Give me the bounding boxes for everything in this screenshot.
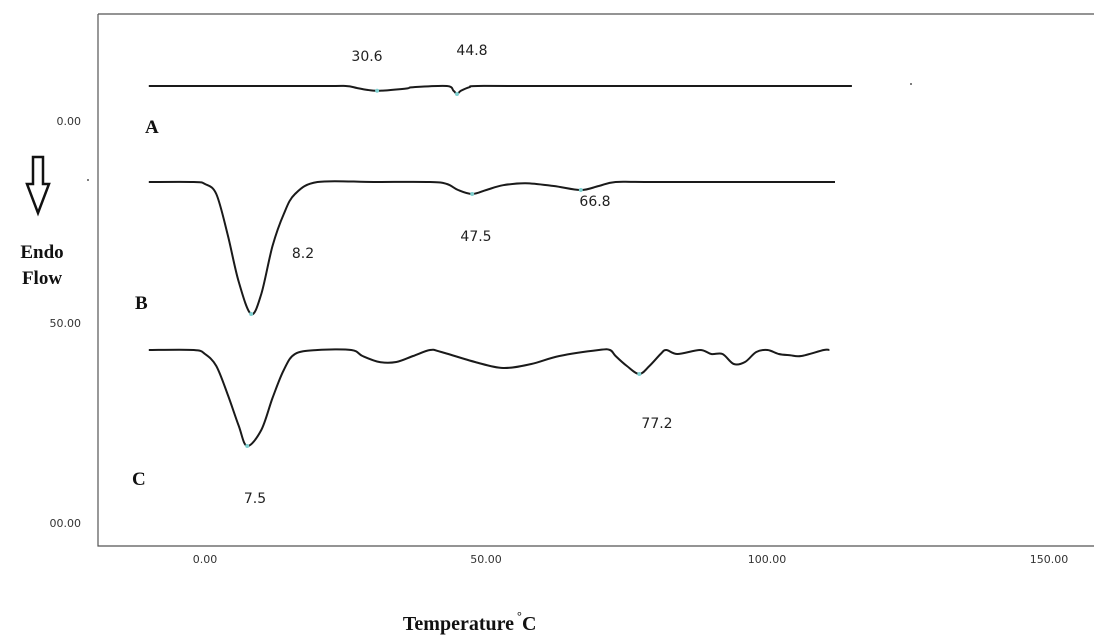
x-axis-label: Temperature — [403, 613, 514, 635]
x-tick-label: 0.00 — [193, 553, 218, 566]
peak-label: 66.8 — [579, 194, 610, 210]
curve-label-A: A — [145, 117, 159, 138]
series-A: A 30.6 44.8 — [145, 43, 852, 138]
peak-marker — [637, 372, 642, 376]
stray-dot — [910, 83, 912, 85]
stray-dot — [87, 179, 89, 181]
x-tick-label: 150.00 — [1030, 553, 1069, 566]
x-tick-label: 100.00 — [748, 553, 787, 566]
peak-label: 7.5 — [244, 491, 266, 507]
curve-label-C: C — [132, 469, 146, 490]
x-tick-label: 50.00 — [470, 553, 502, 566]
peak-marker — [249, 312, 254, 316]
series-C: C 7.5 77.2 — [132, 348, 830, 507]
series-layer: A 30.6 44.8 B 8.2 47.5 66.8 C 7.5 77.2 — [132, 43, 852, 507]
curve-A — [148, 84, 852, 95]
peak-label: 47.5 — [460, 229, 491, 245]
curve-label-B: B — [135, 293, 148, 314]
peak-label: 77.2 — [641, 416, 672, 432]
peak-marker — [375, 88, 380, 93]
peak-marker — [455, 92, 459, 96]
y-axis-label-line1: Endo — [20, 242, 63, 263]
endo-down-arrow-icon — [25, 155, 51, 217]
x-axis-degree-mark: ° — [517, 609, 522, 623]
y-axis-label-line2: Flow — [22, 268, 62, 289]
peak-label: 8.2 — [292, 246, 314, 262]
curve-B — [148, 180, 836, 316]
peak-marker — [245, 444, 250, 448]
y-tick-label: 0.00 — [57, 115, 82, 128]
x-axis-unit: C — [522, 613, 536, 635]
peak-marker — [470, 192, 475, 196]
plot-frame — [97, 13, 1094, 547]
peak-label: 44.8 — [456, 43, 487, 59]
y-tick-label: 00.00 — [50, 517, 82, 530]
y-tick-label: 50.00 — [50, 317, 82, 330]
peak-label: 30.6 — [351, 49, 382, 65]
series-B: B 8.2 47.5 66.8 — [135, 180, 836, 316]
peak-marker — [578, 188, 583, 192]
curve-C — [148, 348, 830, 447]
